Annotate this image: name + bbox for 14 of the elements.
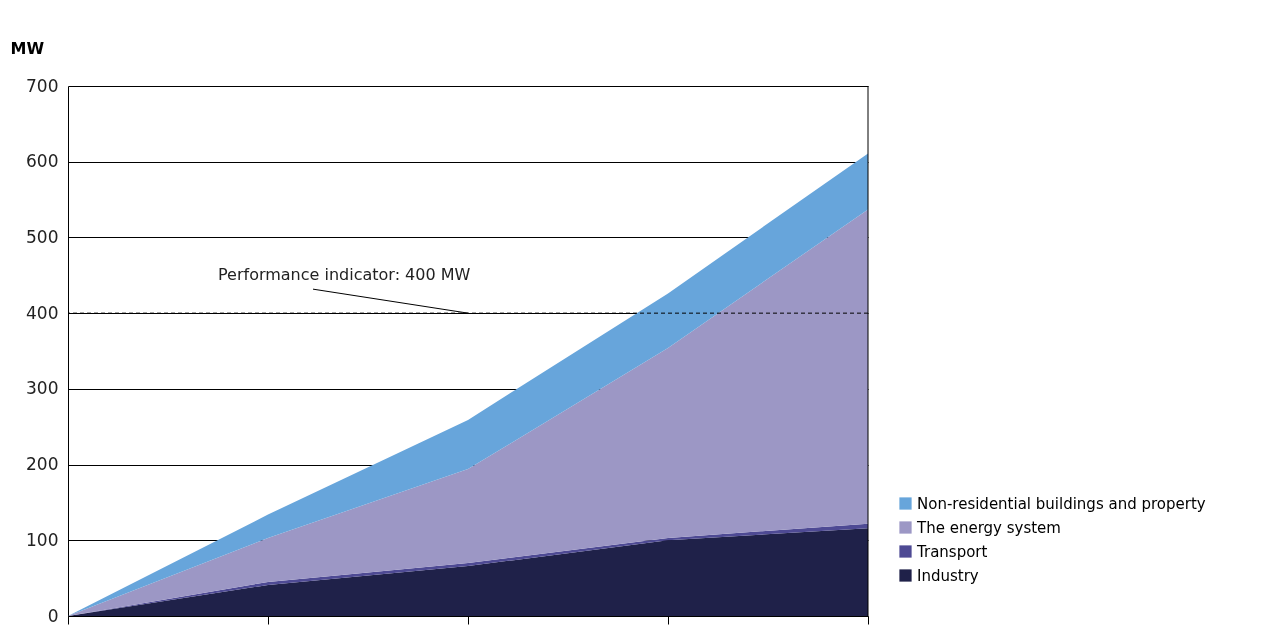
y-tick-label: 0 (47, 605, 59, 626)
y-tick-label: 500 (26, 226, 59, 247)
y-tick-label: 700 (26, 75, 59, 96)
y-axis-title: MW (10, 38, 45, 58)
legend-label: Industry (917, 566, 979, 585)
y-tick-label: 600 (26, 151, 59, 172)
y-tick-label: 100 (26, 529, 59, 550)
legend-label: The energy system (916, 518, 1061, 537)
y-tick-label: 300 (26, 378, 59, 399)
legend-label: Transport (916, 542, 988, 561)
y-tick-label: 400 (26, 302, 59, 323)
legend-label: Non-residential buildings and property (917, 494, 1206, 513)
y-tick-label: 200 (26, 454, 59, 475)
ref-line-label: Performance indicator: 400 MW (218, 265, 471, 285)
